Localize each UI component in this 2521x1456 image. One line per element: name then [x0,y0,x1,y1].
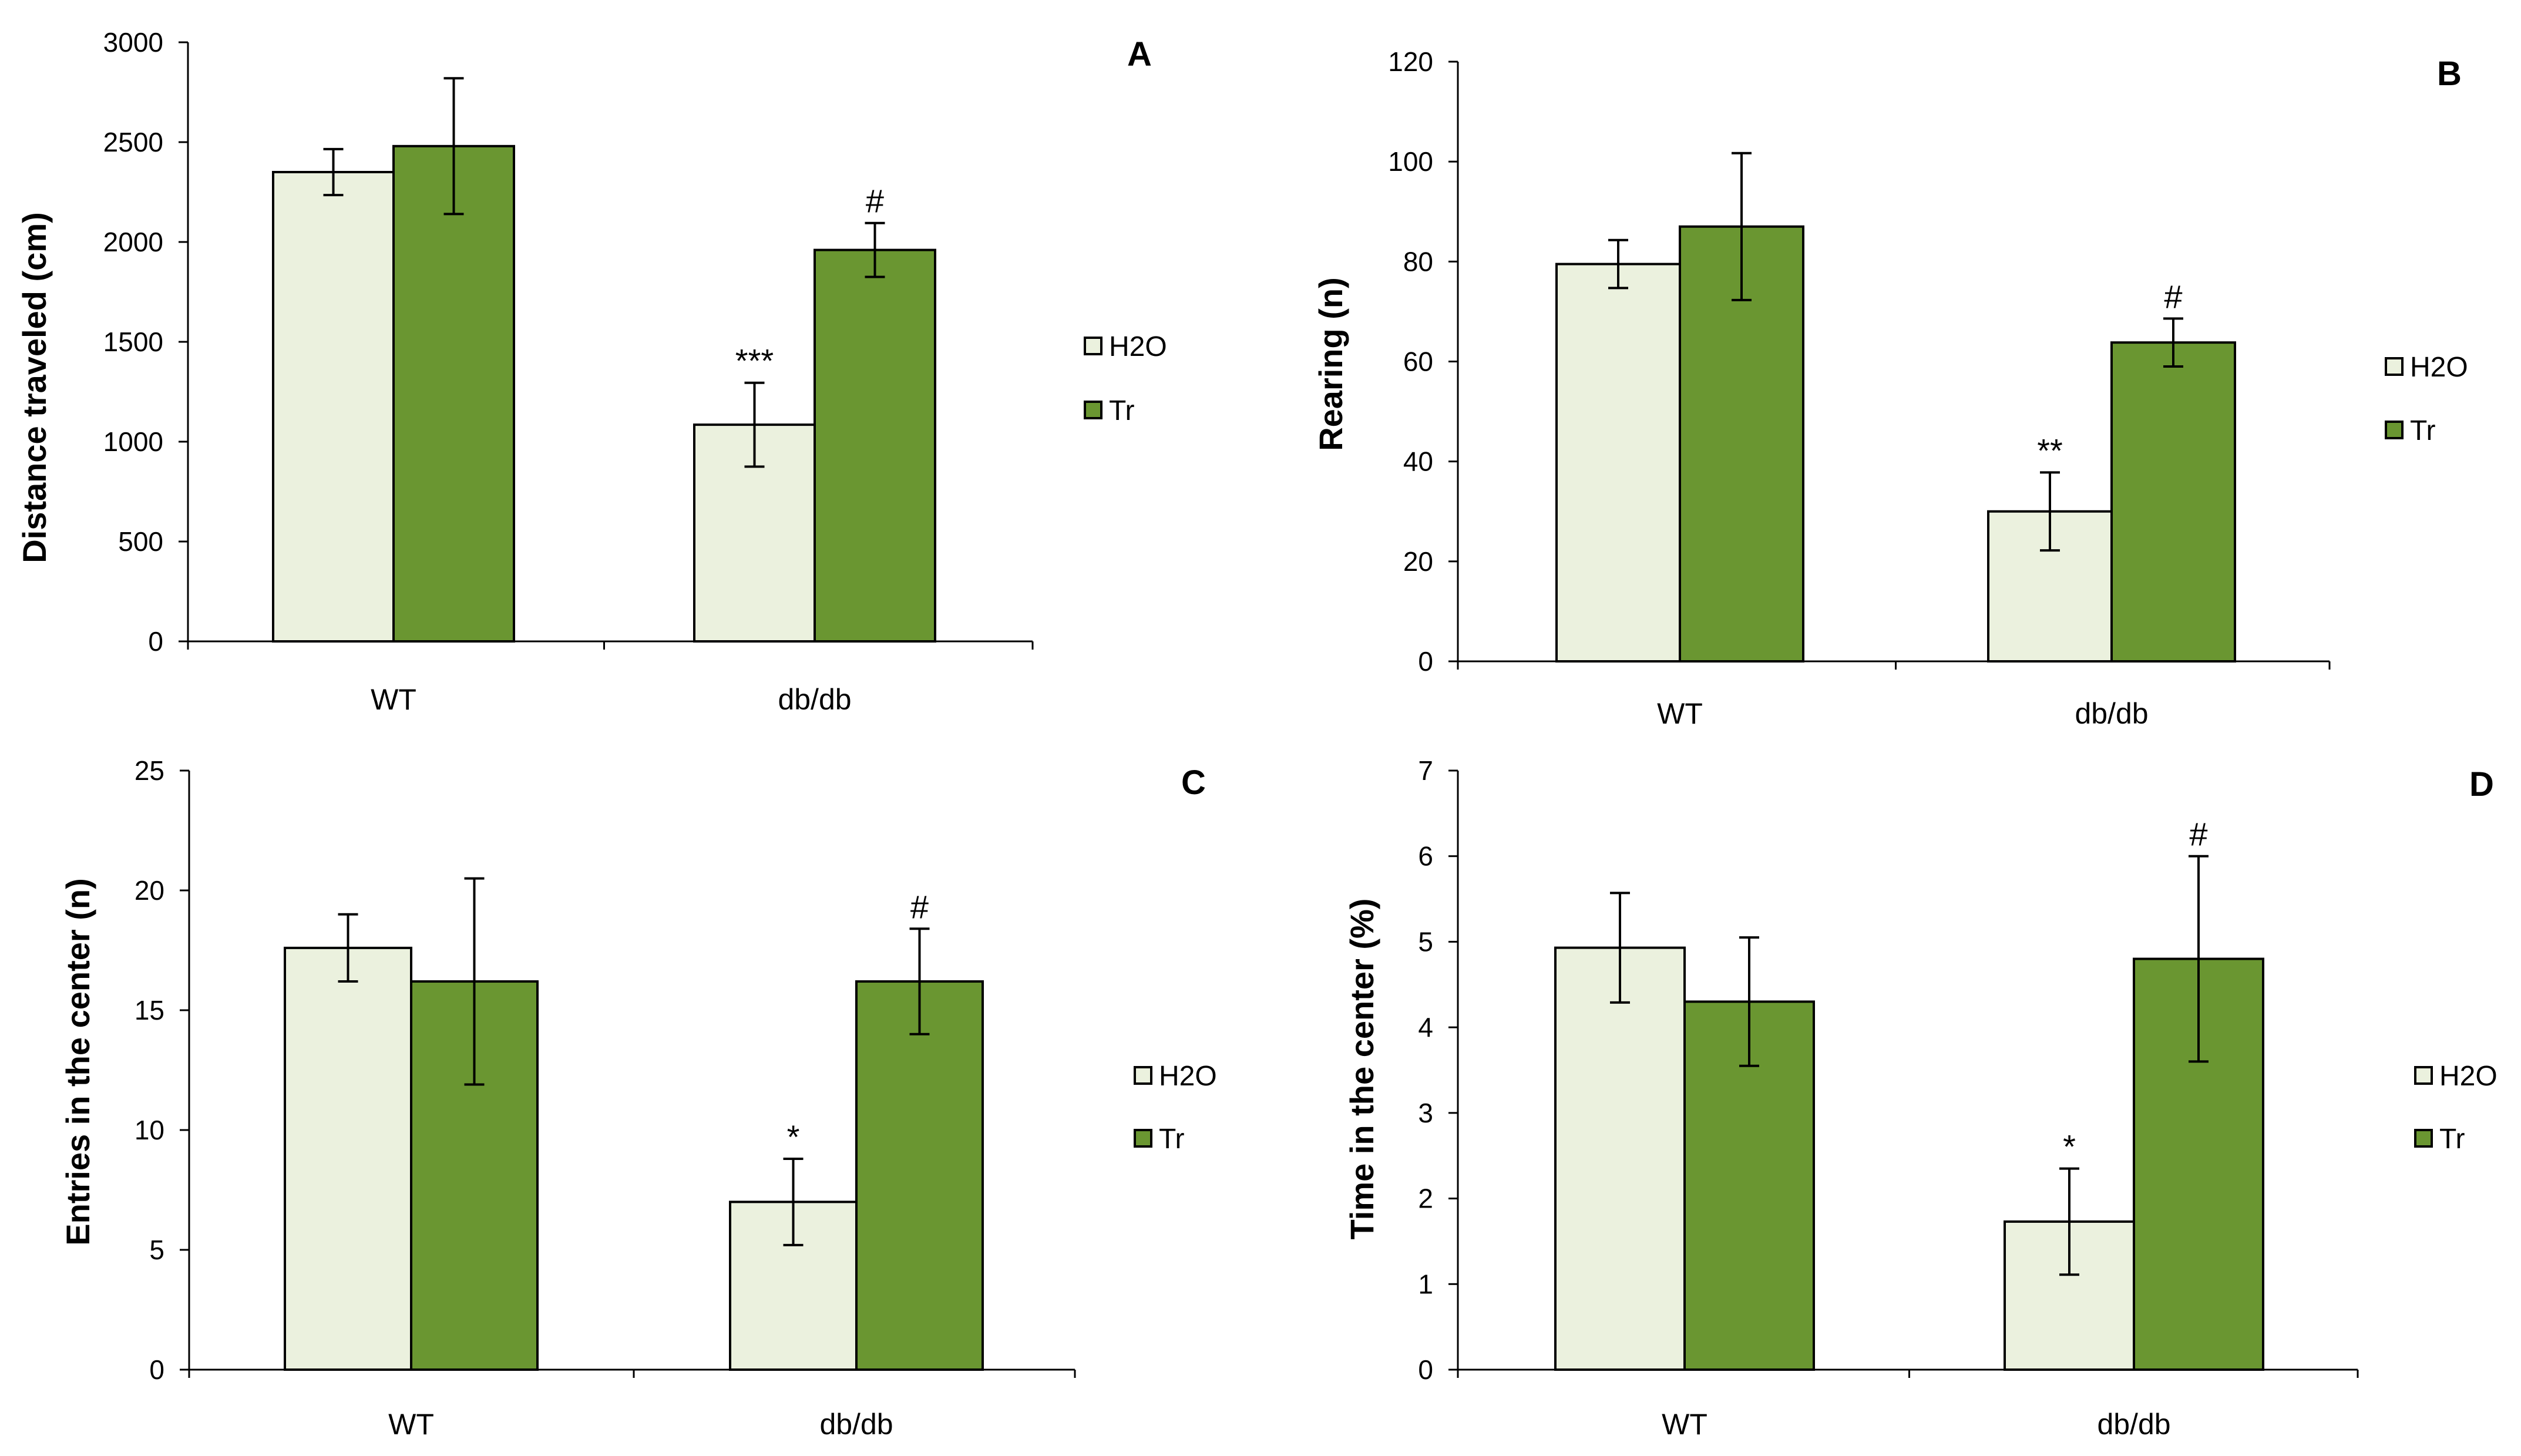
significance-mark: # [866,183,884,220]
x-category-label: WT [1657,697,1703,730]
bar-h2o-wt [1555,263,1681,663]
y-axis-label: Entries in the center (n) [59,878,96,1245]
legend-swatch-tr [2385,421,2404,439]
y-tick-label: 0 [148,626,163,657]
x-category-label: db/db [2075,697,2148,730]
legend-label-h2o: H2O [2439,1061,2498,1092]
y-tick-label: 6 [1418,841,1433,872]
y-axis-label: Distance traveled (cm) [16,212,53,563]
y-tick-label: 500 [118,526,163,557]
y-tick-label: 5 [149,1235,164,1265]
legend-swatch-h2o [1134,1066,1152,1085]
panel-letter: C [1181,764,1206,802]
y-axis-label: Time in the center (%) [1343,899,1380,1240]
legend-label-tr: Tr [1159,1124,1185,1155]
y-tick-label: 15 [135,995,164,1025]
panel-letter: A [1127,35,1152,73]
significance-mark: * [2063,1128,2076,1165]
y-tick-label: 4 [1418,1012,1433,1043]
bar-h2o-wt [1554,946,1686,1371]
y-tick-label: 2000 [103,227,163,257]
bar-tr-db-db [2110,341,2236,663]
x-category-label: db/db [2097,1408,2170,1441]
y-tick-label: 1 [1418,1269,1433,1299]
legend: H2O Tr [2414,1061,2498,1155]
bar-tr-db-db [814,248,936,643]
y-tick-label: 2 [1418,1183,1433,1214]
y-tick-label: 80 [1403,246,1433,277]
y-tick-label: 7 [1418,755,1433,786]
legend-label-tr: Tr [1109,395,1135,426]
significance-mark: # [2189,816,2207,853]
legend-swatch-h2o [2414,1066,2433,1085]
y-tick-label: 0 [1418,646,1433,677]
legend: H2O Tr [1084,331,1167,426]
y-tick-label: 60 [1403,347,1433,377]
legend-swatch-h2o [2385,357,2404,376]
y-tick-label: 5 [1418,926,1433,957]
x-category-label: WT [371,683,416,716]
panel-letter: B [2437,55,2462,93]
significance-mark: ** [2037,432,2063,469]
y-tick-label: 3000 [103,27,163,58]
y-tick-label: 2500 [103,127,163,157]
significance-mark: *** [735,342,774,379]
legend-swatch-tr [2414,1129,2433,1148]
panel-c: C Entries in the center (n) H2O Tr 0 5 10 1… [59,755,1217,1441]
y-tick-label: 20 [135,875,164,906]
bar-tr-wt [392,144,515,643]
y-tick-label: 20 [1403,546,1433,577]
legend-swatch-tr [1084,401,1102,419]
legend: H2O Tr [2385,352,2468,446]
legend-swatch-h2o [1084,337,1102,355]
bar-h2o-wt [272,171,395,643]
y-tick-label: 40 [1403,446,1433,477]
significance-mark: # [910,888,929,925]
legend-label-h2o: H2O [1159,1061,1217,1092]
legend-label-h2o: H2O [2410,352,2468,383]
bar-h2o-wt [284,946,412,1371]
significance-mark: * [787,1118,800,1155]
x-category-label: db/db [819,1408,893,1441]
x-category-label: WT [1662,1408,1707,1441]
panel-b: B Rearing (n) H2O Tr 0 20 40 60 80 100 120 WT db… [1312,46,2468,730]
y-tick-label: 100 [1388,146,1433,177]
y-tick-label: 0 [1418,1354,1433,1385]
y-axis-label: Rearing (n) [1312,277,1349,451]
x-category-label: WT [388,1408,434,1441]
x-category-label: db/db [778,683,851,716]
y-tick-label: 1000 [103,426,163,457]
y-tick-label: 10 [135,1115,164,1145]
panel-letter: D [2469,765,2494,803]
bar-tr-db-db [855,980,984,1371]
y-tick-label: 1500 [103,327,163,357]
legend-label-tr: Tr [2410,415,2436,446]
significance-mark: # [2164,278,2182,315]
legend: H2O Tr [1134,1061,1217,1155]
y-tick-label: 120 [1388,46,1433,77]
y-tick-label: 25 [135,755,164,786]
legend-label-h2o: H2O [1109,331,1167,362]
legend-label-tr: Tr [2439,1124,2465,1155]
legend-swatch-tr [1134,1129,1152,1148]
y-tick-label: 3 [1418,1098,1433,1128]
panel-a: A Distance traveled (cm) H2O Tr 0 500 1000… [16,27,1167,716]
panel-d: D Time in the center (%) H2O Tr 0 1 2 3 4 5 6 7… [1343,755,2498,1441]
y-tick-label: 0 [149,1354,164,1385]
